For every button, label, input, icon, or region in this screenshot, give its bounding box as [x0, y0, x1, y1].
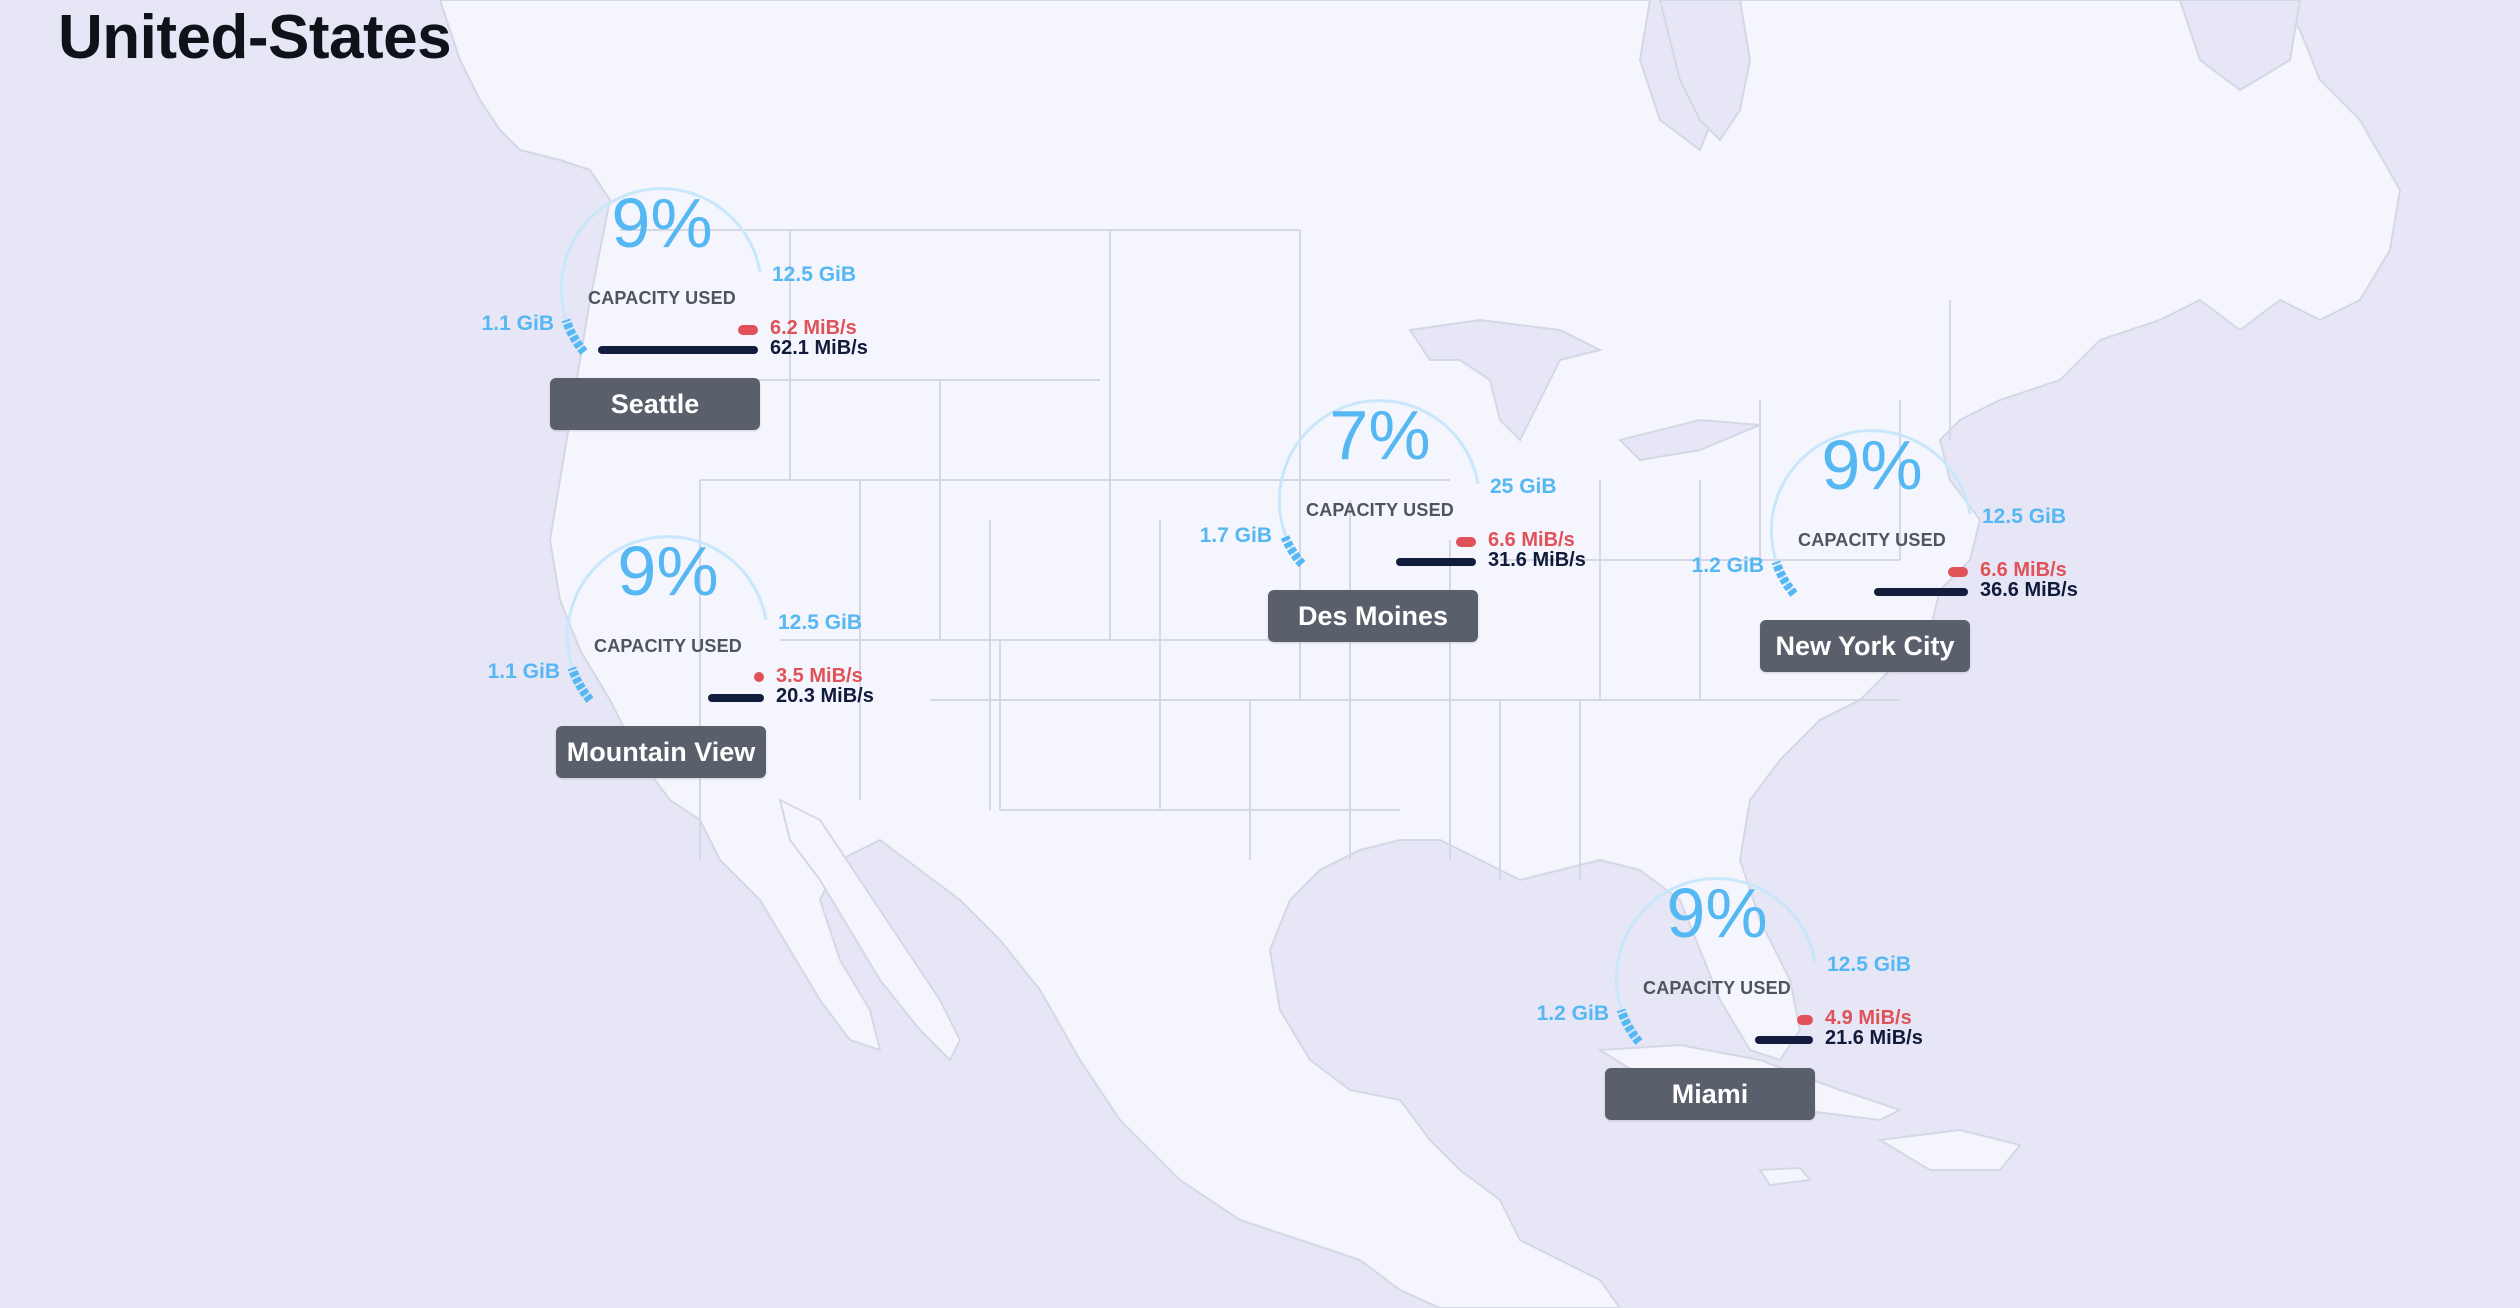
city-badge[interactable]: Seattle	[550, 378, 760, 430]
capacity-min: 1.2 GiB	[1536, 1002, 1609, 1025]
capacity-gauge	[1769, 429, 1972, 597]
capacity-min: 1.1 GiB	[487, 660, 560, 683]
city-badge[interactable]: Des Moines	[1268, 590, 1478, 642]
gauge-track	[1277, 399, 1480, 565]
capacity-label: CAPACITY USED	[1306, 500, 1454, 520]
jamaica-land	[1758, 1166, 1812, 1187]
capacity-label: CAPACITY USED	[1798, 530, 1946, 550]
capacity-percent: 9%	[1821, 426, 1923, 504]
capacity-min: 1.1 GiB	[481, 312, 554, 335]
upload-bar	[754, 672, 764, 682]
gauge-track	[1769, 429, 1972, 595]
download-rate: 31.6 MiB/s	[1488, 549, 1586, 571]
capacity-max: 25 GiB	[1490, 475, 1557, 498]
gauge-track	[565, 535, 768, 701]
city-badge[interactable]: Miami	[1605, 1068, 1815, 1120]
gauge-track	[1614, 877, 1817, 1043]
capacity-percent: 9%	[1666, 874, 1768, 952]
upload-rate: 6.2 MiB/s	[770, 317, 857, 339]
north-america-land	[438, 0, 2402, 1308]
hispaniola-land	[1877, 1128, 2022, 1171]
capacity-gauge	[1277, 399, 1480, 567]
hudson-bay	[2178, 0, 2302, 92]
node-mountain-view[interactable]: 9% CAPACITY USED 1.1 GiB 12.5 GiB 3.5 Mi…	[476, 498, 936, 788]
capacity-max: 12.5 GiB	[1982, 505, 2067, 528]
gauge-track	[559, 187, 762, 353]
download-bar	[598, 346, 758, 354]
capacity-gauge	[565, 535, 768, 703]
capacity-min: 1.7 GiB	[1199, 524, 1272, 547]
capacity-label: CAPACITY USED	[588, 288, 736, 308]
upload-rate: 3.5 MiB/s	[776, 665, 863, 687]
upload-rate: 6.6 MiB/s	[1980, 559, 2067, 581]
download-rate: 36.6 MiB/s	[1980, 579, 2078, 601]
upload-bar	[1456, 537, 1476, 547]
capacity-percent: 9%	[617, 532, 719, 610]
capacity-max: 12.5 GiB	[778, 611, 863, 634]
northern-island	[1658, 0, 1752, 142]
download-rate: 21.6 MiB/s	[1825, 1027, 1923, 1049]
download-bar	[1874, 588, 1968, 596]
city-badge[interactable]: New York City	[1760, 620, 1970, 672]
node-new-york-city[interactable]: 9% CAPACITY USED 1.2 GiB 12.5 GiB 6.6 Mi…	[1680, 392, 2140, 682]
node-des-moines[interactable]: 7% CAPACITY USED 1.7 GiB 25 GiB 6.6 MiB/…	[1188, 362, 1648, 652]
capacity-label: CAPACITY USED	[1643, 978, 1791, 998]
lake-erie	[1618, 418, 1761, 462]
node-miami[interactable]: 9% CAPACITY USED 1.2 GiB 12.5 GiB 4.9 Mi…	[1525, 840, 1985, 1130]
gauge-fill	[1771, 560, 1798, 597]
page-title: United-States	[58, 3, 452, 72]
download-bar	[1755, 1036, 1813, 1044]
state-borders	[620, 229, 1951, 880]
capacity-percent: 7%	[1329, 396, 1431, 474]
gauge-fill	[1280, 535, 1306, 567]
capacity-gauge	[559, 187, 762, 355]
download-rate: 62.1 MiB/s	[770, 337, 868, 359]
upload-bar	[1948, 567, 1968, 577]
capacity-min: 1.2 GiB	[1691, 554, 1764, 577]
gauge-fill	[567, 666, 594, 703]
upload-bar	[1797, 1015, 1813, 1025]
capacity-percent: 9%	[611, 184, 713, 262]
download-bar	[1396, 558, 1476, 566]
capacity-label: CAPACITY USED	[594, 636, 742, 656]
download-rate: 20.3 MiB/s	[776, 685, 874, 707]
city-badge[interactable]: Mountain View	[556, 726, 766, 778]
capacity-max: 12.5 GiB	[772, 263, 857, 286]
upload-bar	[738, 325, 758, 335]
capacity-max: 12.5 GiB	[1827, 953, 1912, 976]
upload-rate: 6.6 MiB/s	[1488, 529, 1575, 551]
capacity-gauge	[1614, 877, 1817, 1045]
great-lakes	[1408, 318, 1603, 442]
download-bar	[708, 694, 764, 702]
baja-california-land	[778, 798, 962, 1062]
gauge-fill	[561, 318, 588, 355]
node-seattle[interactable]: 9% CAPACITY USED 1.1 GiB 12.5 GiB 6.2 Mi…	[470, 150, 930, 440]
upload-rate: 4.9 MiB/s	[1825, 1007, 1912, 1029]
gauge-fill	[1616, 1008, 1643, 1045]
